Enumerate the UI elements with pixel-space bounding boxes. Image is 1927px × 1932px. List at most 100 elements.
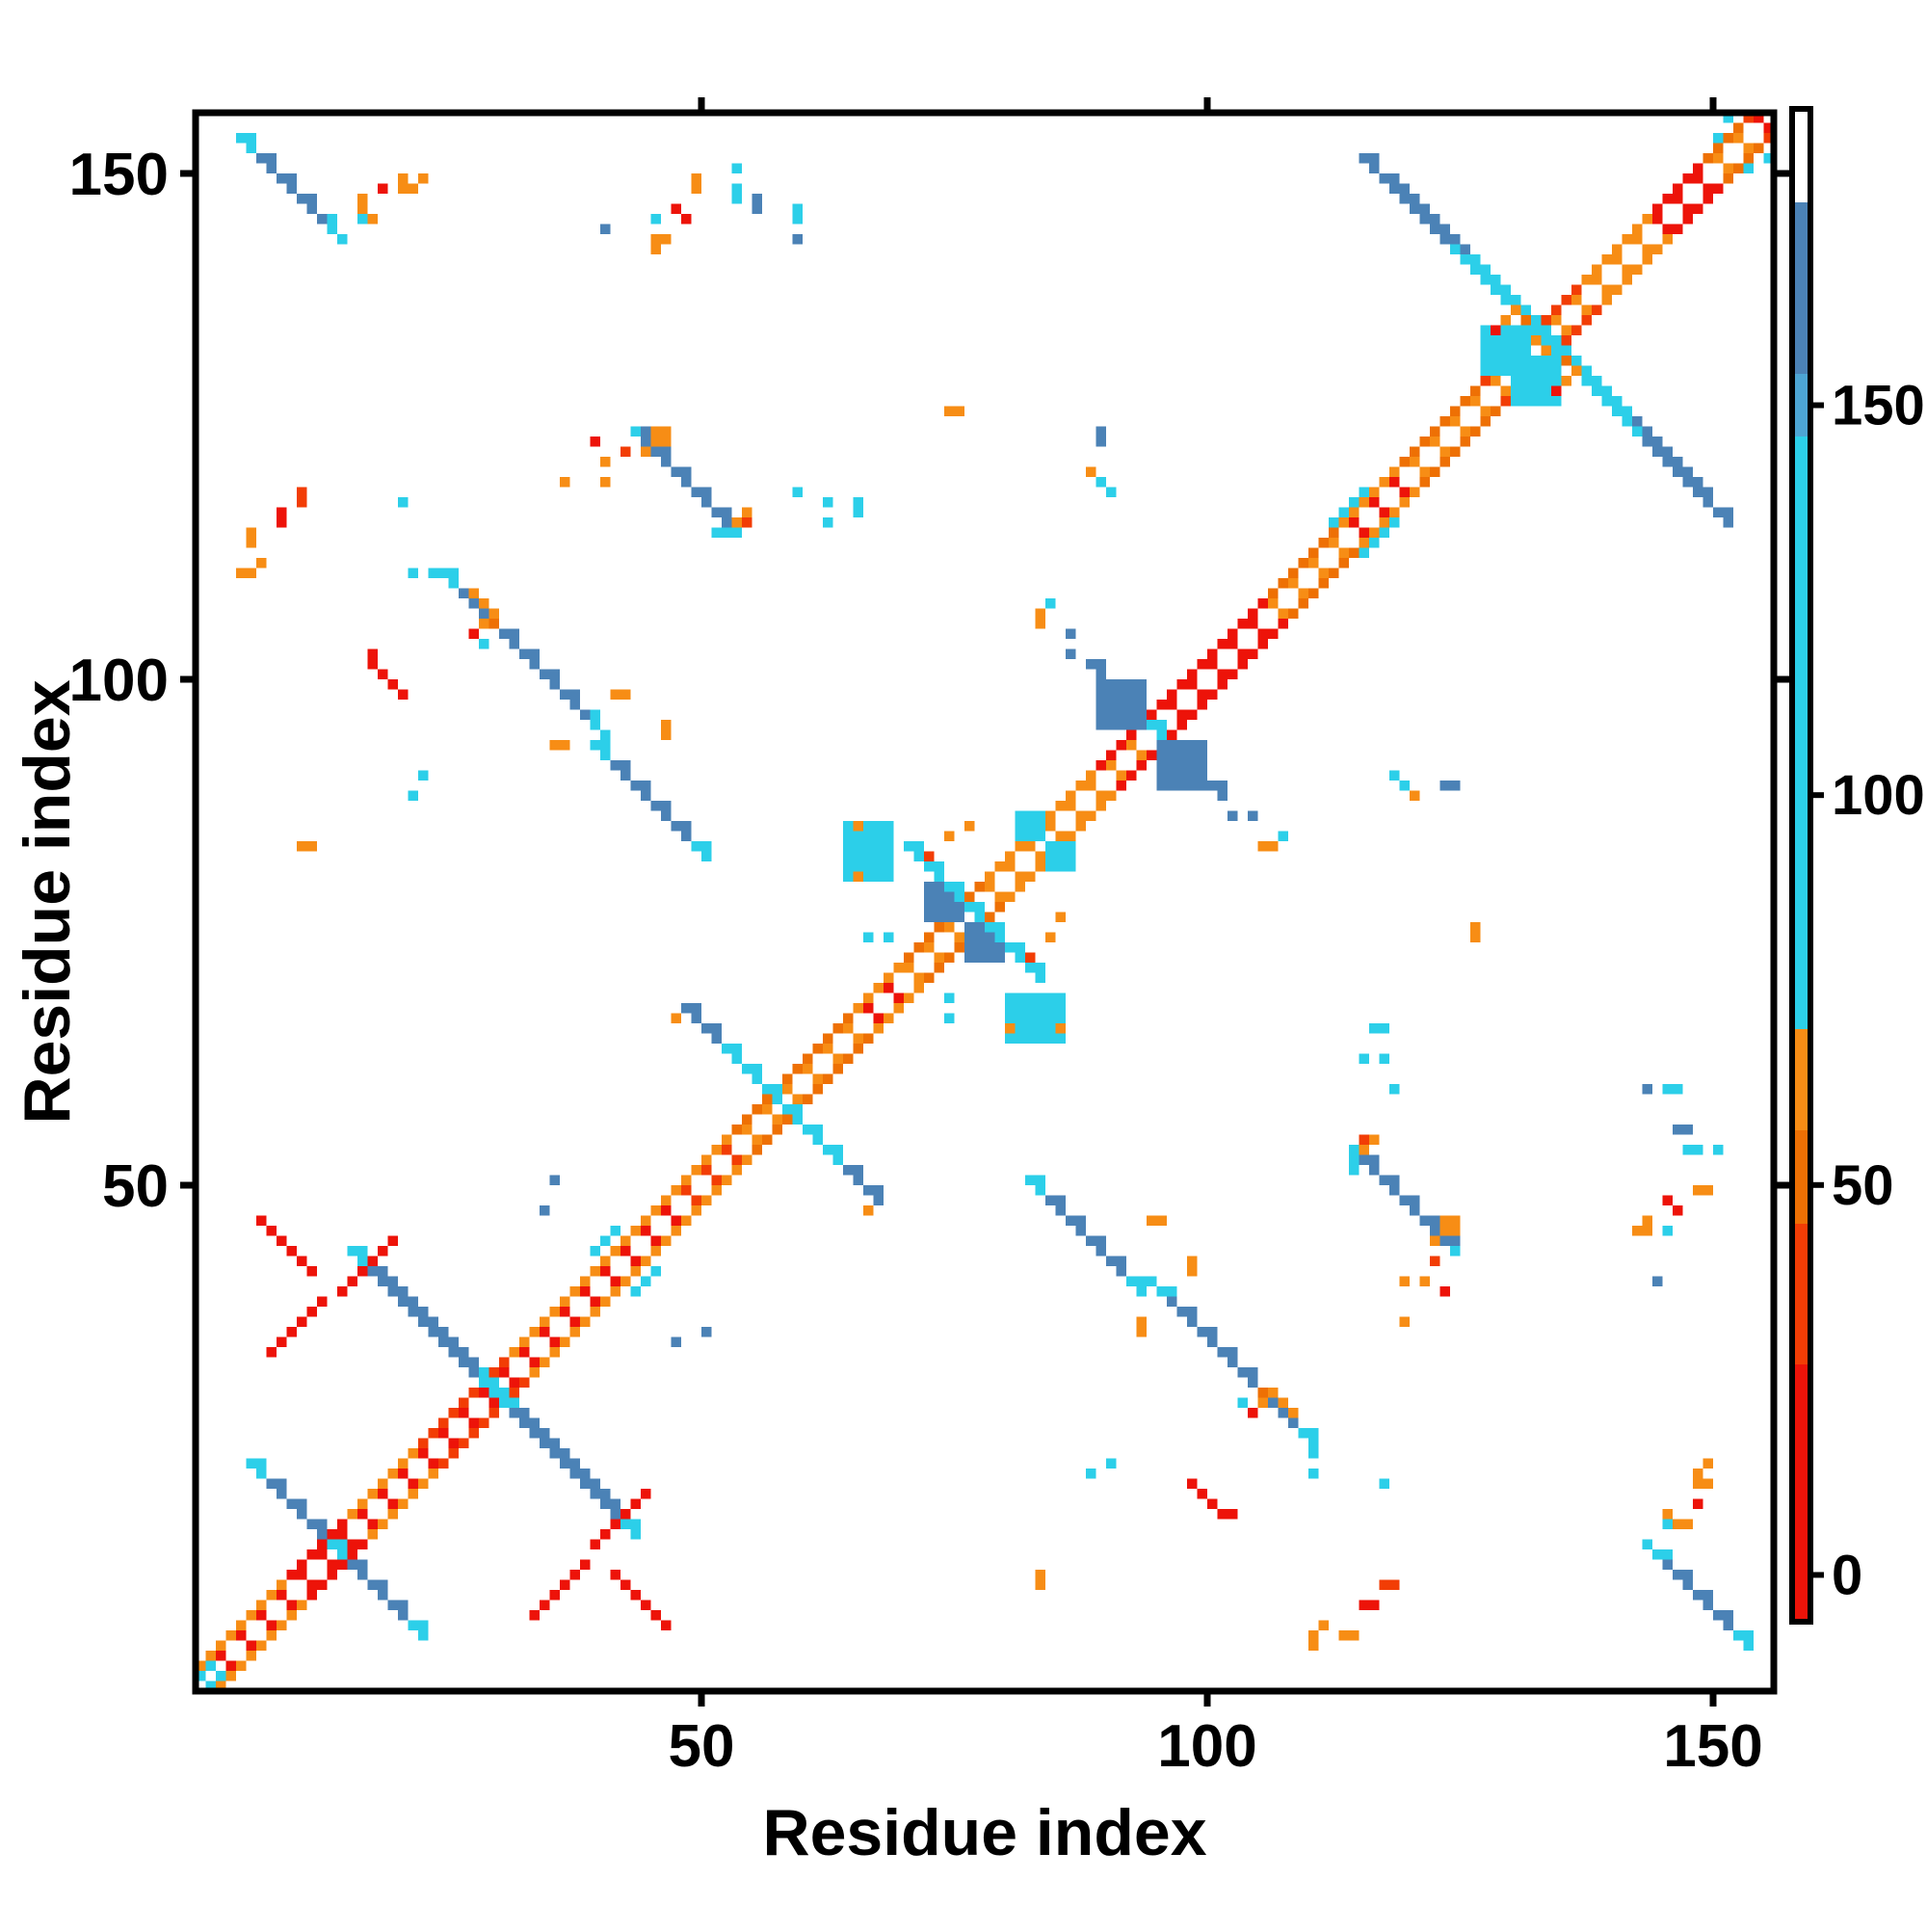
contact-cell	[985, 922, 995, 933]
contact-cell	[1601, 295, 1612, 305]
contact-cell	[1693, 173, 1703, 184]
contact-cell	[954, 912, 964, 922]
contact-cell	[569, 1570, 580, 1580]
contact-cell	[1439, 416, 1450, 427]
contact-cell	[641, 1256, 651, 1266]
contact-cell	[1369, 1134, 1380, 1145]
contact-cell	[1095, 477, 1106, 488]
contact-cell	[580, 709, 591, 720]
contact-cell	[1399, 1316, 1410, 1327]
contact-cell	[681, 1215, 692, 1226]
contact-cell	[378, 1266, 388, 1277]
contact-cell	[1005, 1003, 1016, 1014]
contact-cell	[1055, 831, 1066, 841]
contact-cell	[1167, 1296, 1177, 1307]
contact-cell	[762, 1084, 773, 1095]
contact-cell	[448, 1438, 459, 1448]
contact-cell	[468, 628, 479, 639]
contact-cell	[1237, 619, 1248, 629]
contact-cell	[1207, 648, 1218, 659]
contact-cell	[1278, 1408, 1288, 1418]
contact-cell	[246, 1610, 256, 1621]
contact-cell	[954, 882, 964, 892]
contact-cell	[1450, 781, 1461, 791]
contact-cell	[256, 1469, 267, 1479]
contact-cell	[1187, 1307, 1198, 1317]
contact-cell	[448, 568, 459, 578]
contact-cell	[924, 882, 935, 892]
contact-cell	[1015, 871, 1025, 882]
contact-cell	[1410, 457, 1420, 467]
contact-cell	[1095, 709, 1106, 720]
contact-cell	[691, 1165, 701, 1176]
contact-cell	[1298, 588, 1308, 598]
contact-cell	[1541, 385, 1551, 396]
contact-cell	[924, 972, 935, 983]
contact-cell	[488, 1367, 499, 1378]
contact-cell	[236, 1620, 247, 1630]
contact-cell	[661, 1205, 672, 1216]
contact-cell	[1045, 810, 1056, 821]
contact-cell	[884, 983, 894, 993]
contact-cell	[994, 932, 1005, 942]
contact-cell	[884, 851, 894, 861]
contact-cell	[337, 234, 348, 245]
contact-cell	[1106, 750, 1117, 760]
contact-cell	[1682, 466, 1693, 477]
contact-cell	[1410, 203, 1420, 214]
contact-cell	[1005, 861, 1016, 872]
contact-cell	[913, 972, 924, 983]
contact-cell	[1703, 487, 1713, 497]
contact-cell	[1682, 1570, 1693, 1580]
contact-cell	[1329, 527, 1339, 538]
contact-cell	[1460, 437, 1470, 447]
contact-cell	[711, 1145, 722, 1155]
contact-cell	[408, 1296, 418, 1307]
contact-cell	[1176, 709, 1187, 720]
contact-cell	[1561, 295, 1571, 305]
contact-cell	[1399, 1195, 1410, 1205]
contact-cell	[1045, 841, 1056, 852]
contact-cell	[1359, 538, 1369, 548]
contact-cell	[863, 932, 874, 942]
contact-cell	[873, 1185, 884, 1196]
contact-cell	[1268, 598, 1279, 609]
contact-cell	[1673, 1205, 1683, 1216]
contact-cell	[620, 689, 631, 700]
contact-cell	[1369, 1023, 1380, 1034]
contact-cell	[924, 851, 935, 861]
contact-cell	[1086, 1469, 1096, 1479]
contact-cell	[317, 1296, 328, 1307]
contact-cell	[1551, 376, 1562, 386]
contact-cell	[661, 720, 672, 730]
contact-cell	[549, 679, 560, 690]
contact-cell	[1520, 325, 1531, 335]
contact-cell	[1763, 122, 1774, 133]
contact-cell	[468, 598, 479, 609]
contact-cell	[1662, 1559, 1673, 1570]
contact-cell	[1147, 1276, 1157, 1286]
contact-cell	[398, 1286, 409, 1297]
contact-cell	[1662, 1509, 1673, 1520]
contact-cell	[650, 1235, 661, 1246]
contact-cell	[1248, 619, 1258, 629]
contact-cell	[488, 1408, 499, 1418]
contact-cell	[488, 1377, 499, 1388]
contact-cell	[1156, 700, 1167, 710]
contact-cell	[620, 446, 631, 457]
contact-cell	[1369, 527, 1380, 538]
tick-label: 150	[1663, 1713, 1762, 1780]
contact-cell	[1439, 1235, 1450, 1246]
contact-cell	[1541, 356, 1551, 366]
contact-cell	[1176, 679, 1187, 690]
contact-cell	[610, 1276, 620, 1286]
contact-cell	[1430, 426, 1440, 437]
contact-cell	[1106, 1256, 1117, 1266]
contact-cell	[1035, 972, 1045, 983]
contact-cell	[853, 831, 863, 841]
contact-cell	[641, 1226, 651, 1236]
contact-cell	[843, 841, 854, 852]
contact-cell	[1095, 1235, 1106, 1246]
contact-cell	[1338, 507, 1349, 517]
contact-cell	[306, 1519, 317, 1529]
